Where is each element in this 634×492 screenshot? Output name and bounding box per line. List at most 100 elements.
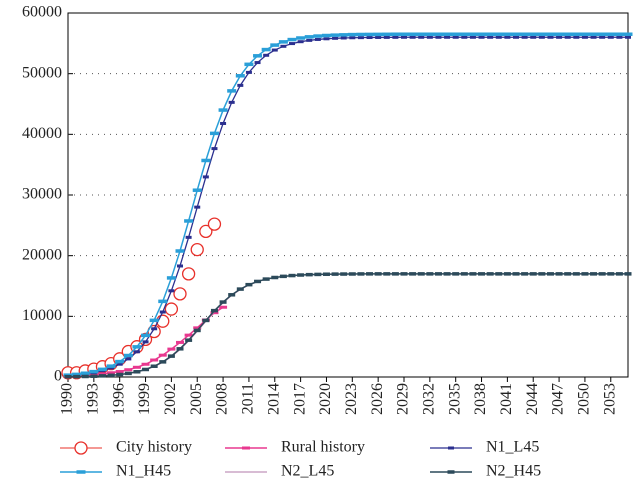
legend-marker [76,470,86,474]
marker [452,272,460,276]
x-tick-label: 2029 [395,383,412,415]
marker [158,299,168,304]
marker [123,353,133,358]
marker [141,362,150,366]
marker [244,62,254,67]
marker [607,272,615,276]
marker [383,35,390,39]
marker [374,272,382,276]
marker [390,32,400,36]
marker [304,35,314,39]
marker [181,267,196,281]
marker [340,272,348,276]
legend-marker [242,446,250,450]
marker [392,35,399,39]
marker [271,48,278,52]
marker [512,272,520,276]
marker [425,32,435,36]
marker [245,282,253,287]
marker [546,272,554,276]
marker [227,89,237,93]
marker [504,35,511,39]
marker [599,35,606,39]
marker [528,32,538,36]
marker [537,32,547,36]
marker [495,35,502,39]
x-tick-label: 2044 [524,383,541,415]
marker [323,37,330,41]
marker [90,374,98,378]
marker [132,365,141,369]
marker [321,33,331,38]
marker [164,302,179,316]
y-tick-label: 50000 [22,64,62,81]
marker [624,272,632,276]
x-tick-label: 2002 [162,383,179,415]
marker [590,35,597,39]
x-tick-label: 2020 [317,383,334,415]
legend-label: City history [116,439,192,456]
marker [73,374,81,379]
marker [159,310,166,314]
marker [478,272,486,276]
marker [442,32,452,36]
x-tick-label: 1999 [136,383,153,415]
marker [468,32,478,36]
marker [460,272,468,276]
marker [581,35,588,39]
marker [97,367,107,372]
x-tick-label: 2038 [472,383,489,415]
marker [607,35,614,39]
marker [434,272,442,276]
marker [142,367,150,372]
marker [401,35,407,39]
marker [399,32,409,36]
marker [485,32,495,36]
marker [210,308,218,313]
marker [564,272,572,276]
marker [486,272,494,276]
marker [185,235,192,239]
marker [296,36,306,40]
marker [106,364,116,368]
marker [340,36,347,40]
x-tick-label: 2005 [188,383,205,415]
marker [382,32,392,37]
marker [494,32,504,36]
plot-frame [67,12,629,378]
series [64,272,632,379]
marker [142,340,149,344]
marker [451,32,461,36]
marker [202,175,209,179]
marker [271,275,279,280]
marker [141,333,151,338]
x-tick-label: 2032 [421,383,438,415]
x-tick-label: 1990 [59,383,76,415]
marker [219,300,227,304]
marker [513,35,519,39]
marker [391,272,399,276]
marker [563,32,573,36]
marker [190,242,204,257]
marker [151,327,158,331]
marker [207,217,222,231]
x-tick-label: 2047 [550,383,567,415]
marker [339,33,349,37]
marker [262,277,270,281]
marker [581,272,589,276]
marker [597,32,607,36]
marker [150,364,158,368]
marker [598,272,606,276]
marker [158,353,167,357]
marker [495,272,503,276]
marker [202,318,210,323]
marker [478,35,485,39]
marker [235,74,245,78]
marker [261,47,271,52]
marker [305,272,313,277]
marker [199,224,213,239]
marker [287,37,297,42]
marker [357,272,365,276]
marker [573,35,580,39]
marker [572,272,580,276]
